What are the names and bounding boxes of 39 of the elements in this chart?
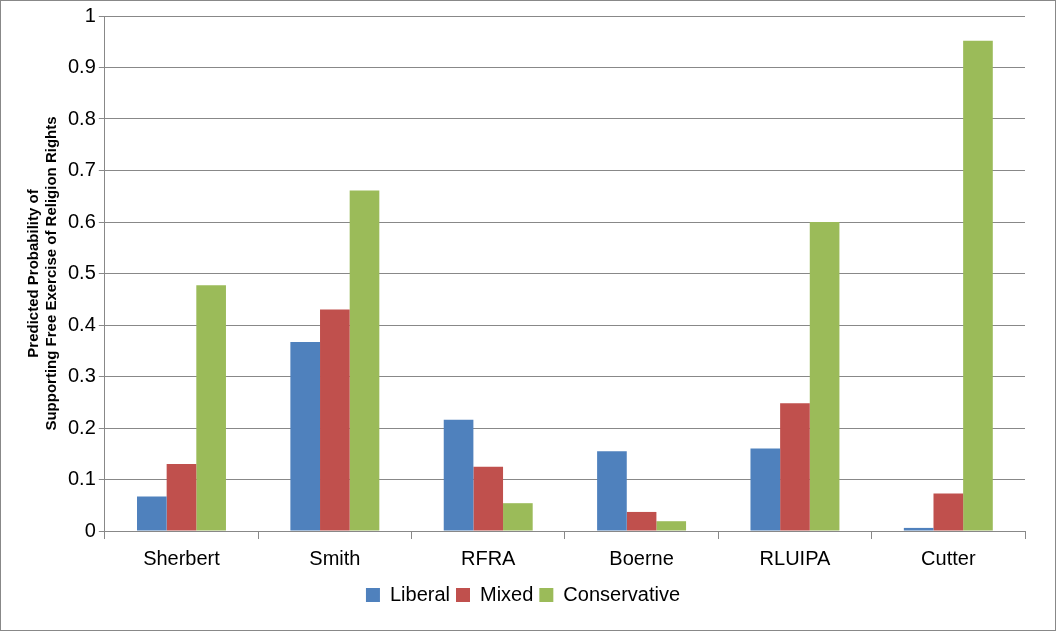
bar	[780, 403, 810, 531]
bar	[196, 285, 226, 531]
bar	[750, 448, 781, 531]
y-tick-label: 0.9	[67, 55, 96, 78]
y-tick-label: 0.5	[67, 261, 96, 284]
legend-label: Liberal	[389, 582, 450, 605]
y-tick-label: 0.8	[67, 106, 96, 129]
bar	[443, 419, 474, 531]
bar	[320, 309, 350, 531]
y-axis-title: Predicted Probability of Supporting Free Exercise of Religion Rights	[24, 116, 60, 431]
legend-label: Mixed	[479, 582, 534, 605]
bar	[166, 464, 197, 531]
bar	[473, 466, 504, 531]
y-tick-label: 0.3	[67, 364, 96, 387]
bar	[503, 503, 533, 531]
bar	[626, 511, 657, 531]
y-tick-label: 1	[84, 3, 96, 26]
y-tick-label: 0	[84, 518, 96, 541]
y-tick-label: 0.6	[67, 209, 96, 232]
x-tick-label: RFRA	[460, 546, 517, 569]
x-tick-label: Boerne	[609, 546, 674, 569]
legend-label: Conservative	[563, 582, 681, 605]
x-tick-label: RLUIPA	[759, 546, 831, 569]
bar	[656, 521, 687, 531]
x-tick-label: Sherbert	[143, 546, 221, 569]
y-tick-label: 0.2	[67, 415, 96, 438]
bar	[597, 451, 627, 531]
bar	[809, 222, 840, 531]
y-tick-label: 0.4	[67, 312, 96, 335]
y-tick-label: 0.7	[67, 158, 96, 181]
bar	[903, 527, 934, 531]
y-tick-label: 0.1	[67, 467, 96, 490]
bar	[137, 496, 167, 531]
x-tick-label: Smith	[309, 546, 361, 569]
x-tick-label: Cutter	[921, 546, 976, 569]
bar	[290, 342, 321, 531]
bar	[963, 40, 993, 531]
bar	[933, 493, 964, 531]
bar	[349, 190, 380, 531]
